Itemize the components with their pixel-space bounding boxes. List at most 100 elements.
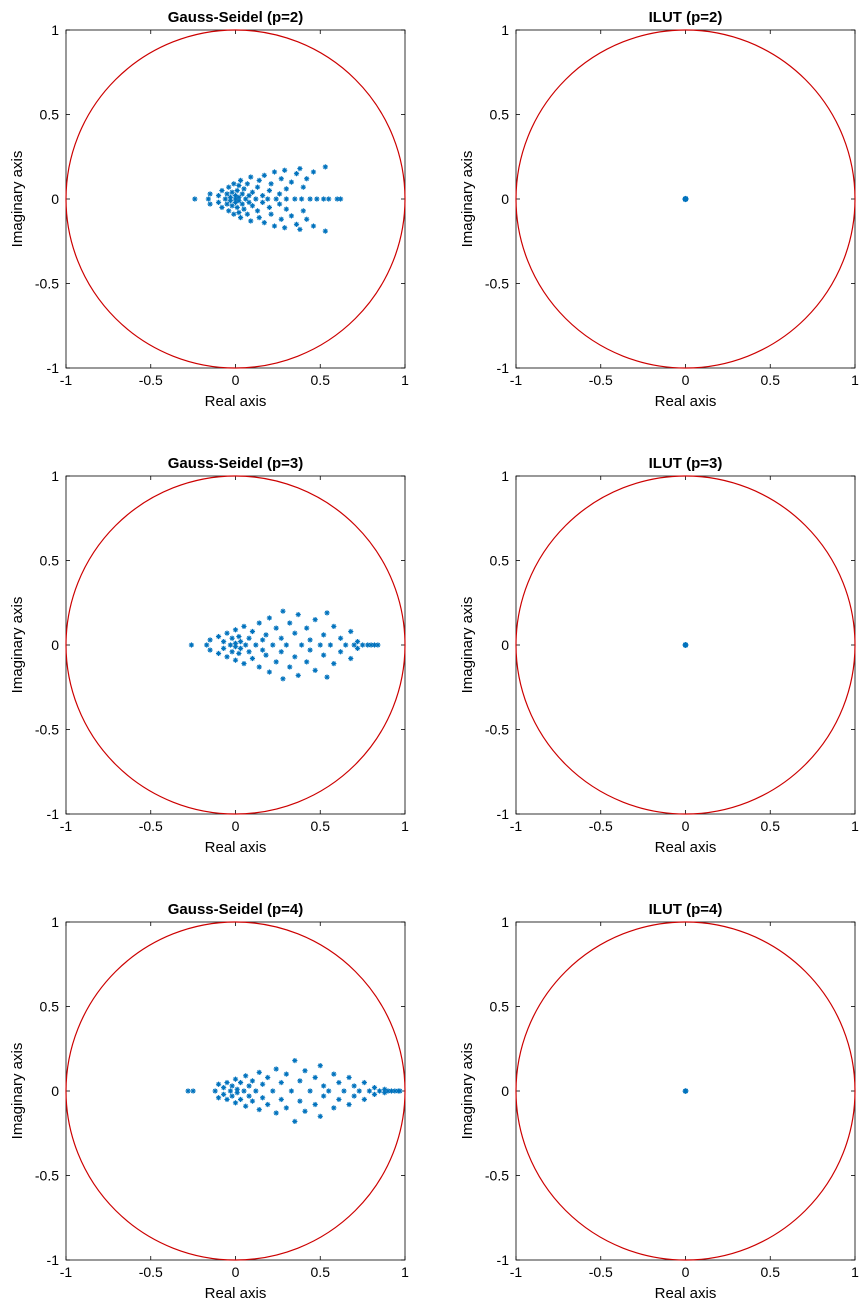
eigenvalue-point (248, 174, 254, 180)
eigenvalue-point (326, 196, 332, 202)
unit-circle (515, 29, 856, 369)
eigenvalue-point (236, 194, 242, 200)
eigenvalue-point (236, 182, 242, 189)
eigenvalue-point (397, 1088, 403, 1094)
eigenvalue-point (229, 203, 235, 209)
y-tick-label: 0 (501, 1083, 509, 1099)
x-tick-label: 0 (682, 1264, 690, 1280)
x-axis-label: Real axis (655, 839, 717, 856)
eigenvalue-point (337, 635, 344, 641)
eigenvalue-point (243, 642, 249, 648)
eigenvalue-point (283, 1105, 289, 1111)
eigenvalue-point (331, 1071, 337, 1077)
y-tick-label: 0.5 (40, 553, 60, 569)
eigenvalue-point (366, 1088, 373, 1094)
eigenvalue-point (268, 211, 274, 217)
y-tick-label: -0.5 (485, 722, 509, 738)
eigenvalue-point (295, 611, 301, 618)
eigenvalue-point (336, 1079, 342, 1086)
eigenvalue-point (283, 196, 289, 202)
eigenvalue-point (215, 1095, 222, 1101)
eigenvalue-point (226, 184, 232, 190)
y-tick-label: 0.5 (40, 107, 60, 123)
eigenvalue-point (354, 639, 361, 645)
eigenvalue-point (270, 1088, 276, 1094)
eigenvalue-point (253, 196, 259, 202)
eigenvalue-point (221, 645, 227, 651)
x-tick-label: 0 (682, 372, 690, 388)
unit-circle (65, 921, 406, 1261)
eigenvalue-point (229, 1083, 235, 1089)
eigenvalue-point (312, 1074, 318, 1081)
eigenvalue-point (268, 181, 274, 187)
eigenvalue-point (300, 208, 306, 214)
y-tick-label: 0.5 (490, 553, 510, 569)
eigenvalue-point (276, 201, 283, 207)
eigenvalue-point (273, 625, 279, 631)
eigenvalue-point (337, 196, 344, 202)
eigenvalue-point (256, 214, 262, 221)
eigenvalue-point (266, 615, 272, 621)
eigenvalue-point (207, 201, 213, 207)
y-tick-label: -1 (497, 1252, 510, 1268)
eigenvalue-point (249, 1098, 256, 1104)
eigenvalue-point (331, 660, 337, 667)
x-tick-label: 0.5 (761, 818, 781, 834)
eigenvalue-point (343, 642, 349, 648)
y-tick-label: -0.5 (35, 1168, 59, 1184)
y-tick-label: -1 (47, 1252, 60, 1268)
x-tick-label: -1 (510, 818, 523, 834)
eigenvalue-point (321, 652, 327, 658)
eigenvalue-point (260, 637, 266, 643)
y-tick-label: 0 (51, 1083, 59, 1099)
eigenvalue-point (234, 204, 240, 211)
eigenvalue-point (243, 196, 249, 202)
eigenvalue-point (312, 617, 318, 623)
eigenvalue-point (327, 642, 334, 648)
unit-circle (515, 475, 856, 815)
eigenvalue-point (246, 193, 252, 199)
eigenvalue-point (232, 644, 239, 650)
eigenvalue-point (236, 633, 242, 640)
eigenvalue-point (273, 1110, 279, 1116)
eigenvalue-point (227, 642, 234, 648)
eigenvalue-point (297, 1098, 303, 1104)
x-tick-label: 1 (401, 818, 409, 834)
eigenvalue-point (348, 655, 354, 662)
eigenvalue-point (270, 642, 276, 648)
eigenvalue-point (683, 1088, 689, 1094)
y-axis-label: Imaginary axis (459, 151, 476, 248)
eigenvalue-point (271, 223, 278, 229)
eigenvalue-point (361, 1096, 367, 1103)
eigenvalue-point (293, 221, 300, 227)
eigenvalue-point (212, 1088, 218, 1094)
eigenvalue-point (205, 196, 211, 202)
eigenvalue-point (219, 204, 225, 211)
eigenvalue-point (278, 1079, 284, 1086)
eigenvalue-point (314, 196, 320, 202)
y-tick-label: 1 (501, 914, 509, 930)
eigenvalue-point (321, 632, 327, 638)
unit-circle (65, 29, 406, 369)
eigenvalue-point (361, 1079, 367, 1086)
chart-title: ILUT (p=3) (649, 455, 723, 472)
eigenvalue-point (249, 628, 256, 635)
eigenvalue-point (221, 1085, 227, 1091)
eigenvalue-point (248, 218, 254, 224)
eigenvalue-point (241, 206, 247, 212)
eigenvalue-point (265, 1074, 271, 1081)
eigenvalue-point (263, 652, 269, 658)
y-tick-label: -1 (47, 806, 60, 822)
eigenvalue-point (246, 1083, 252, 1089)
eigenvalue-point (256, 177, 262, 184)
eigenvalue-point (273, 196, 279, 202)
y-tick-label: 0 (501, 191, 509, 207)
x-tick-label: 0.5 (761, 372, 781, 388)
eigenvalue-point (307, 637, 313, 643)
eigenvalue-point (253, 1088, 259, 1094)
eigenvalue-point (331, 623, 337, 630)
eigenvalue-point (278, 649, 284, 655)
eigenvalue-point (304, 625, 310, 631)
x-tick-label: -0.5 (589, 372, 613, 388)
